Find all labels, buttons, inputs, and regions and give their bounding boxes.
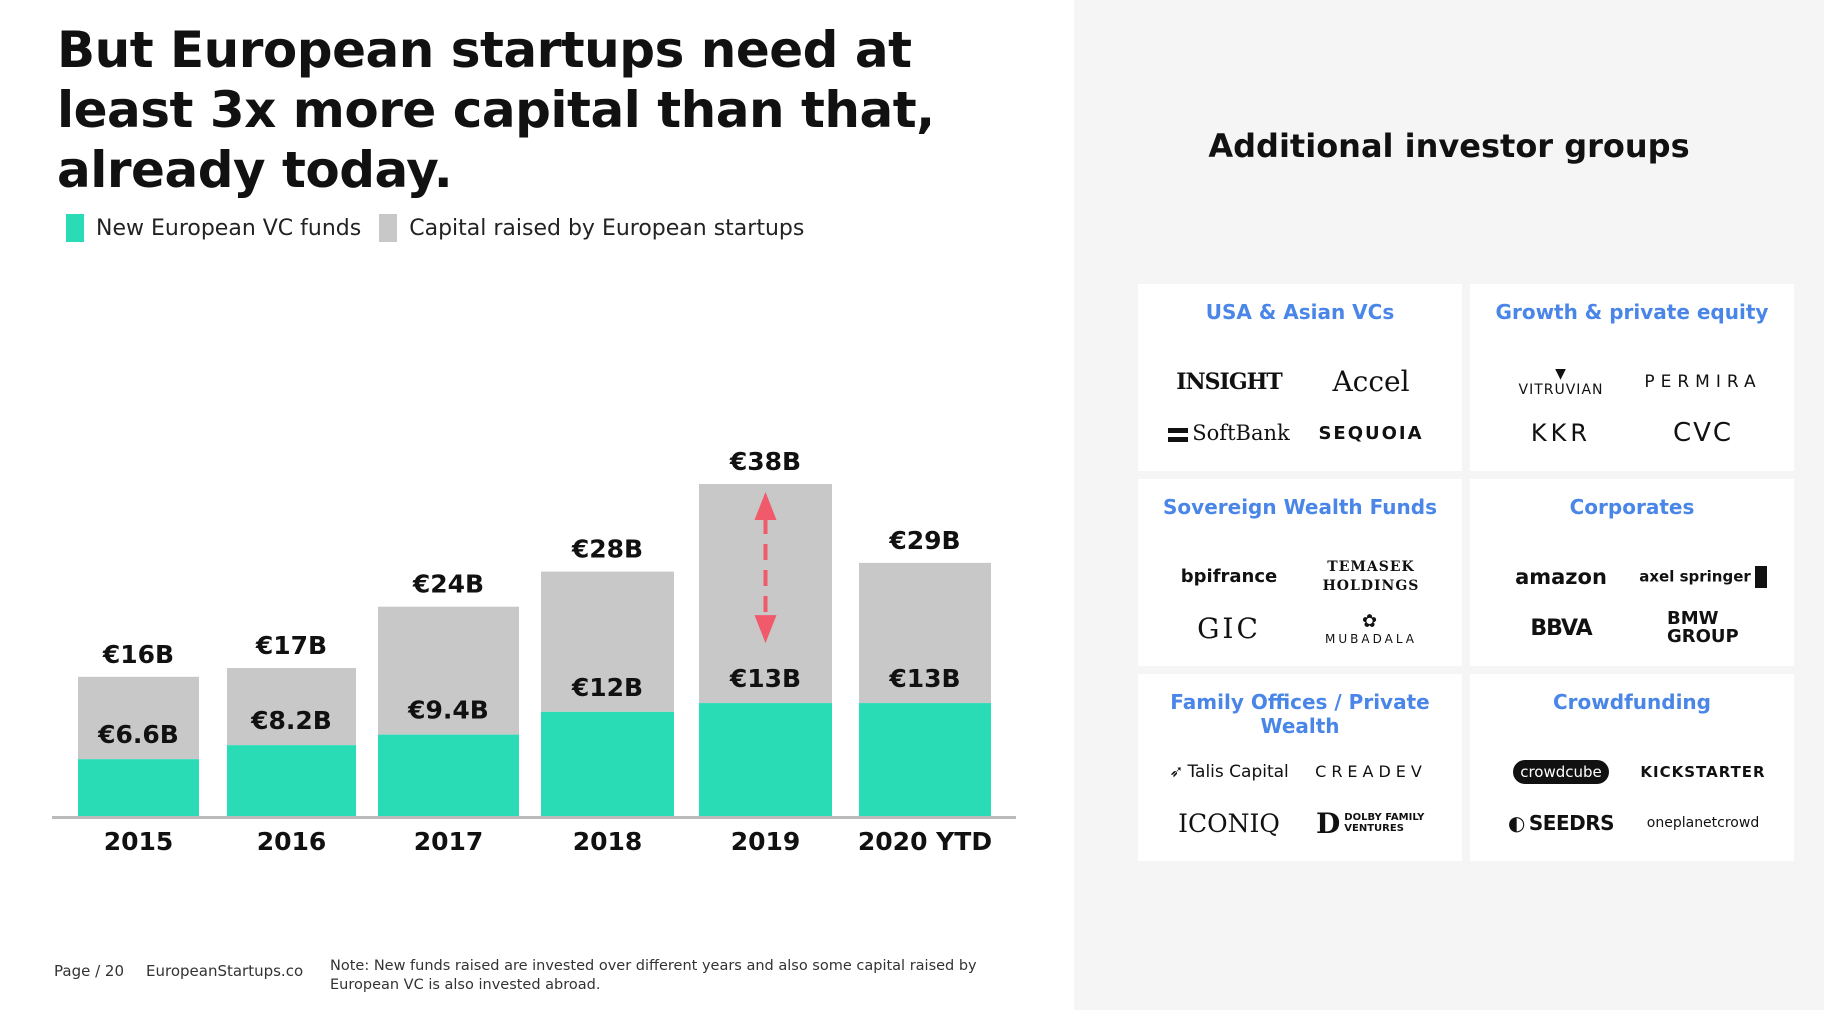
total-label-2017: €24B bbox=[412, 570, 484, 599]
legend-item-vc-funds: New European VC funds bbox=[66, 214, 361, 242]
x-tick-label: 2018 bbox=[573, 827, 643, 856]
total-label-2019: €38B bbox=[729, 447, 801, 476]
group-card-growth-private-equity: Growth & private equity ▼ VITRUVIAN PERMI… bbox=[1470, 284, 1794, 471]
group-title: Growth & private equity bbox=[1495, 300, 1769, 324]
group-title: Family Offices / Private Wealth bbox=[1170, 690, 1430, 738]
logo-sequoia: SEQUOIA bbox=[1318, 422, 1424, 444]
x-tick-label: 2015 bbox=[104, 827, 174, 856]
stacked-bar-chart: €16B €6.6B 2015 €17B €8.2B 2016 €24B €9.4B 2017 €… bbox=[52, 447, 1016, 856]
bar-vc-funds-2019 bbox=[699, 703, 832, 817]
logo-permira: PERMIRA bbox=[1644, 371, 1762, 392]
chart-legend: New European VC funds Capital raised by … bbox=[66, 214, 822, 242]
talis-bird-icon: ➶ bbox=[1169, 761, 1184, 782]
group-title: Sovereign Wealth Funds bbox=[1163, 495, 1437, 519]
logo-amazon: amazon bbox=[1515, 564, 1607, 589]
logo-talis-capital: ➶ Talis Capital bbox=[1169, 761, 1289, 782]
group-title: USA & Asian VCs bbox=[1205, 300, 1395, 324]
legend-swatch-capital-raised bbox=[379, 214, 398, 242]
logo-temasek: TEMASEK HOLDINGS bbox=[1322, 558, 1420, 594]
footnote: Note: New funds raised are invested over… bbox=[330, 958, 977, 993]
logo-dolby-family-ventures: D DOLBY FAMILY VENTURES bbox=[1316, 806, 1425, 840]
logo-kkr: KKR bbox=[1530, 419, 1592, 448]
page-title: But European startups need at least 3x m… bbox=[57, 21, 935, 199]
logo-kickstarter: KICKSTARTER bbox=[1640, 762, 1766, 781]
logo-oneplanetcrowd: oneplanetcrowd bbox=[1646, 815, 1760, 832]
softbank-bars-icon bbox=[1168, 427, 1189, 442]
bar-vc-funds-2020 YTD bbox=[859, 703, 991, 817]
group-card-corporates: Corporates amazon axel springer BBVA BMW… bbox=[1470, 479, 1794, 666]
legend-item-capital-raised: Capital raised by European startups bbox=[379, 214, 804, 242]
page-number: Page / 20 bbox=[54, 962, 124, 980]
group-title: Crowdfunding bbox=[1553, 690, 1711, 714]
site-link[interactable]: EuropeanStartups.co bbox=[146, 962, 304, 980]
bar-vc-funds-2017 bbox=[378, 734, 519, 817]
mubadala-emblem-icon: ✿ bbox=[1361, 610, 1381, 632]
logo-crowdcube: crowdcube bbox=[1513, 759, 1609, 784]
bar-capital-raised-2018 bbox=[541, 571, 674, 712]
total-label-2016: €17B bbox=[255, 631, 327, 660]
x-tick-label: 2019 bbox=[731, 827, 801, 856]
logo-accel: Accel bbox=[1332, 365, 1410, 399]
logo-bmw-group: BMW GROUP bbox=[1667, 608, 1739, 648]
logo-iconiq: ICONIQ bbox=[1178, 808, 1280, 838]
investor-groups-grid: USA & Asian VCs INSIGHT Accel SoftBank S… bbox=[1138, 284, 1794, 861]
vc-label-2016: €8.2B bbox=[250, 706, 332, 735]
dolby-d-icon: D bbox=[1316, 806, 1341, 840]
bar-capital-raised-2020 YTD bbox=[859, 562, 991, 704]
group-card-sovereign-wealth-funds: Sovereign Wealth Funds bpifrance TEMASEK… bbox=[1138, 479, 1462, 666]
group-card-crowdfunding: Crowdfunding crowdcube KICKSTARTER ◐ SEED… bbox=[1470, 674, 1794, 861]
gap-arrow-head-down bbox=[754, 615, 777, 644]
axel-springer-mark-icon bbox=[1754, 565, 1767, 588]
logo-mubadala: ✿ MUBADALA bbox=[1325, 610, 1417, 646]
total-label-2018: €28B bbox=[571, 535, 643, 564]
bar-vc-funds-2018 bbox=[541, 711, 674, 817]
legend-label-vc-funds: New European VC funds bbox=[96, 215, 362, 241]
bar-capital-raised-2016 bbox=[227, 668, 356, 746]
group-card-family-offices: Family Offices / Private Wealth ➶ Talis C… bbox=[1138, 674, 1462, 861]
x-tick-label: 2020 YTD bbox=[858, 827, 992, 856]
left-panel: But European startups need at least 3x m… bbox=[52, 21, 1016, 993]
logo-axel-springer: axel springer bbox=[1639, 565, 1767, 588]
group-title: Corporates bbox=[1569, 495, 1695, 519]
group-card-usa-asian-vcs: USA & Asian VCs INSIGHT Accel SoftBank S… bbox=[1138, 284, 1462, 471]
bar-capital-raised-2015 bbox=[78, 676, 199, 760]
x-tick-label: 2017 bbox=[414, 827, 484, 856]
bar-vc-funds-2015 bbox=[78, 759, 199, 817]
vc-label-2020 YTD: €13B bbox=[888, 664, 960, 693]
logo-softbank: SoftBank bbox=[1168, 421, 1290, 445]
vc-label-2017: €9.4B bbox=[407, 696, 489, 725]
bar-capital-raised-2017 bbox=[378, 606, 519, 735]
gap-arrow-head-up bbox=[754, 492, 777, 520]
vc-label-2019: €13B bbox=[729, 664, 801, 693]
total-label-2020 YTD: €29B bbox=[888, 526, 960, 555]
logo-vitruvian: ▼ VITRUVIAN bbox=[1518, 365, 1604, 398]
logo-bbva: BBVA bbox=[1530, 615, 1592, 641]
x-tick-label: 2016 bbox=[257, 827, 327, 856]
logo-bpifrance: bpifrance bbox=[1180, 566, 1278, 588]
investor-groups-title: Additional investor groups bbox=[1208, 127, 1690, 165]
logo-gic: GIC bbox=[1197, 611, 1261, 645]
logo-insight: INSIGHT bbox=[1176, 368, 1283, 395]
seedrs-circle-icon: ◐ bbox=[1507, 811, 1525, 836]
logo-creadev: CREADEV bbox=[1315, 762, 1427, 782]
vitruvian-chevron-icon: ▼ bbox=[1555, 365, 1567, 382]
legend-swatch-vc-funds bbox=[66, 214, 84, 242]
vc-label-2018: €12B bbox=[571, 673, 643, 702]
logo-seedrs: ◐ SEEDRS bbox=[1507, 811, 1615, 836]
logo-cvc: CVC bbox=[1672, 418, 1734, 449]
bar-vc-funds-2016 bbox=[227, 745, 356, 817]
total-label-2015: €16B bbox=[102, 640, 174, 669]
legend-label-capital-raised: Capital raised by European startups bbox=[409, 215, 805, 241]
vc-label-2015: €6.6B bbox=[97, 720, 179, 749]
